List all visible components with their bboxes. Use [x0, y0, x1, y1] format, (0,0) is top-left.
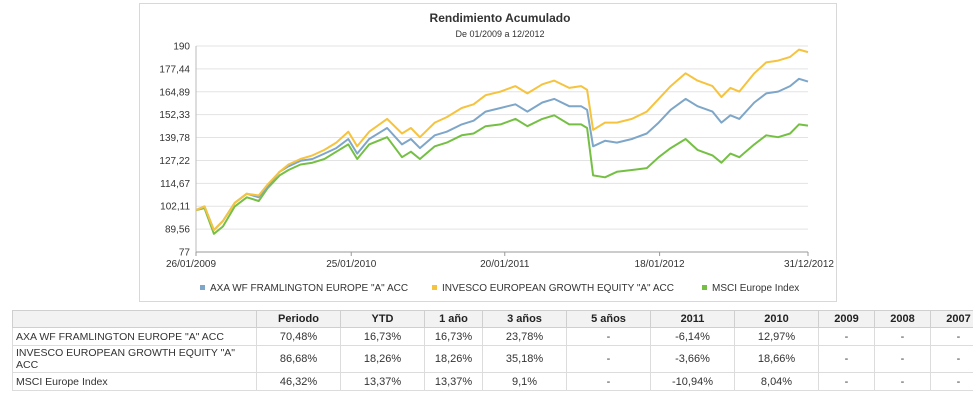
y-tick-label: 177,44 [159, 64, 190, 75]
chart-panel: Rendimiento Acumulado De 01/2009 a 12/20… [139, 3, 837, 302]
table-cell: - [874, 372, 931, 391]
header-2008: 2008 [874, 310, 931, 328]
fund-name: INVESCO EUROPEAN GROWTH EQUITY "A" ACC [12, 345, 257, 373]
table-cell: - [818, 345, 875, 373]
header-periodo: Periodo [256, 310, 341, 328]
table-cell: 35,18% [482, 345, 567, 373]
y-tick-label: 127,22 [159, 156, 190, 167]
table-cell: -10,94% [650, 372, 735, 391]
y-axis: 190 177,44 164,89 152,33 139,78 127,22 114,67 1… [159, 42, 197, 259]
header-1-year: 1 año [424, 310, 483, 328]
table-cell: 12,97% [734, 327, 819, 346]
table-cell: 16,73% [340, 327, 425, 346]
y-tick-label: 152,33 [159, 110, 190, 121]
header-ytd: YTD [340, 310, 425, 328]
grid-lines [196, 45, 808, 253]
table-header-row: Periodo YTD 1 año 3 años 5 años 2011 201… [12, 310, 973, 328]
table-cell: 13,37% [340, 372, 425, 391]
performance-table: Periodo YTD 1 año 3 años 5 años 2011 201… [12, 310, 973, 391]
x-tick-label: 31/12/2012 [784, 259, 834, 270]
table-cell: -6,14% [650, 327, 735, 346]
x-tick-label: 25/01/2010 [326, 259, 376, 270]
legend-label: AXA WF FRAMLINGTON EUROPE "A" ACC [210, 283, 408, 294]
table-cell: - [566, 327, 651, 346]
legend-swatch [200, 285, 205, 290]
y-tick-label: 164,89 [159, 87, 190, 98]
legend-swatch [702, 285, 707, 290]
table-cell: 46,32% [256, 372, 341, 391]
table-cell: 86,68% [256, 345, 341, 373]
header-2007: 2007 [930, 310, 973, 328]
header-fund [12, 310, 257, 328]
table-row: MSCI Europe Index 46,32% 13,37% 13,37% 9… [12, 372, 973, 391]
series-line-1 [195, 48, 809, 232]
header-2010: 2010 [734, 310, 819, 328]
header-2009: 2009 [818, 310, 875, 328]
x-axis: 26/01/2009 25/01/2010 20/01/2011 18/01/2012… [166, 251, 834, 270]
table-cell: 16,73% [424, 327, 483, 346]
line-chart: Rendimiento Acumulado De 01/2009 a 12/20… [159, 11, 834, 294]
table-cell: 18,26% [424, 345, 483, 373]
y-tick-label: 139,78 [159, 133, 190, 144]
fund-name: AXA WF FRAMLINGTON EUROPE "A" ACC [12, 327, 257, 346]
table-cell: -3,66% [650, 345, 735, 373]
table-cell: 13,37% [424, 372, 483, 391]
chart-title: Rendimiento Acumulado [430, 11, 571, 25]
table-row: INVESCO EUROPEAN GROWTH EQUITY "A" ACC 8… [12, 345, 973, 373]
table-cell: 18,26% [340, 345, 425, 373]
plot-area [196, 46, 808, 252]
x-tick-label: 26/01/2009 [166, 259, 216, 270]
header-5-years: 5 años [566, 310, 651, 328]
table-cell: - [818, 327, 875, 346]
y-tick-label: 77 [179, 248, 191, 259]
table-cell: - [818, 372, 875, 391]
fund-name: MSCI Europe Index [12, 372, 257, 391]
legend-swatch [432, 285, 437, 290]
legend: AXA WF FRAMLINGTON EUROPE "A" ACC INVESCO… [200, 283, 799, 294]
table-cell: 8,04% [734, 372, 819, 391]
table-cell: 18,66% [734, 345, 819, 373]
y-tick-label: 114,67 [160, 179, 190, 190]
y-tick-label: 190 [173, 42, 190, 53]
table-cell: - [930, 372, 973, 391]
header-3-years: 3 años [482, 310, 567, 328]
x-tick-label: 20/01/2011 [480, 259, 530, 270]
table-cell: - [874, 345, 931, 373]
legend-label: INVESCO EUROPEAN GROWTH EQUITY "A" ACC [442, 283, 674, 294]
series-lines [195, 48, 809, 235]
table-cell: 70,48% [256, 327, 341, 346]
table-cell: - [566, 372, 651, 391]
header-2011: 2011 [650, 310, 735, 328]
table-cell: - [566, 345, 651, 373]
legend-label: MSCI Europe Index [712, 283, 799, 294]
y-tick-label: 89,56 [165, 225, 190, 236]
table-cell: - [930, 345, 973, 373]
series-line-2 [195, 114, 809, 235]
chart-subtitle: De 01/2009 a 12/2012 [455, 29, 544, 39]
table-cell: - [874, 327, 931, 346]
y-tick-label: 102,11 [160, 202, 190, 213]
table-cell: - [930, 327, 973, 346]
x-tick-label: 18/01/2012 [635, 259, 685, 270]
table-cell: 23,78% [482, 327, 567, 346]
table-cell: 9,1% [482, 372, 567, 391]
table-row: AXA WF FRAMLINGTON EUROPE "A" ACC 70,48%… [12, 327, 973, 346]
